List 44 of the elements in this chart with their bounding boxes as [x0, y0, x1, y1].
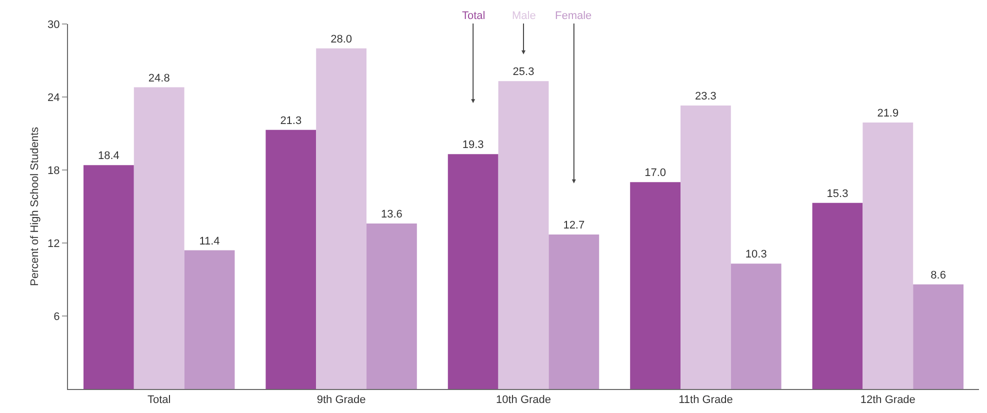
data-label: 17.0 — [644, 167, 666, 180]
y-tick-label: 12 — [48, 238, 60, 250]
data-label: 15.3 — [826, 188, 848, 200]
data-label: 11.4 — [199, 235, 220, 248]
y-tick-label: 18 — [48, 164, 60, 177]
bar — [548, 234, 600, 389]
bar — [498, 81, 549, 389]
y-tick-label: 6 — [54, 310, 60, 323]
data-label: 18.4 — [98, 150, 120, 162]
bar — [862, 122, 914, 389]
text: Total — [462, 10, 486, 22]
bar — [83, 165, 134, 389]
data-label: 25.3 — [512, 66, 534, 78]
bar — [448, 154, 498, 389]
x-tick-label: 9th Grade — [316, 394, 366, 406]
bar — [730, 264, 782, 389]
bar — [134, 87, 184, 389]
bar — [913, 284, 964, 389]
data-label: 21.3 — [280, 114, 302, 127]
x-tick-label: Total — [147, 394, 171, 406]
x-tick-label: 12th Grade — [860, 394, 916, 406]
bar — [812, 202, 863, 389]
data-label: 28.0 — [330, 33, 352, 46]
data-label: 21.9 — [877, 108, 899, 120]
x-tick-label: 10th Grade — [496, 394, 552, 406]
y-axis-title: Percent of High School Students — [29, 126, 42, 286]
data-label: 12.7 — [563, 219, 585, 232]
text: Female — [555, 10, 592, 22]
data-label: 23.3 — [694, 90, 716, 103]
bar — [630, 182, 680, 389]
y-tick-label: 30 — [48, 18, 60, 31]
bar — [316, 48, 366, 389]
bar — [366, 224, 417, 389]
data-label: 13.6 — [380, 208, 402, 221]
data-label: 24.8 — [148, 72, 170, 84]
bar — [266, 130, 316, 389]
data-label: 19.3 — [462, 139, 484, 152]
bar — [680, 106, 731, 389]
bar — [184, 250, 235, 389]
data-label: 10.3 — [745, 248, 767, 261]
x-tick-label: 11th Grade — [678, 394, 733, 406]
y-tick-label: 24 — [48, 92, 60, 104]
text: Male — [512, 10, 536, 22]
data-label: 8.6 — [930, 269, 946, 282]
